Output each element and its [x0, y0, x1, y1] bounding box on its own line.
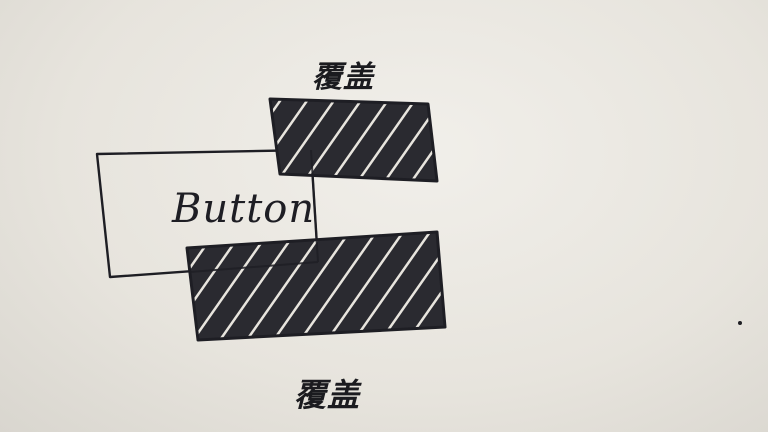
button-label: Button: [172, 186, 316, 232]
button-edge-overlap: [189, 149, 319, 273]
ink-dot: [738, 321, 742, 325]
overlay-bottom-rect: [185, 230, 447, 342]
overlay-bottom-label: 覆盖: [294, 376, 361, 414]
overlay-top-rect: [268, 97, 439, 183]
overlay-top-label: 覆盖: [312, 60, 374, 95]
